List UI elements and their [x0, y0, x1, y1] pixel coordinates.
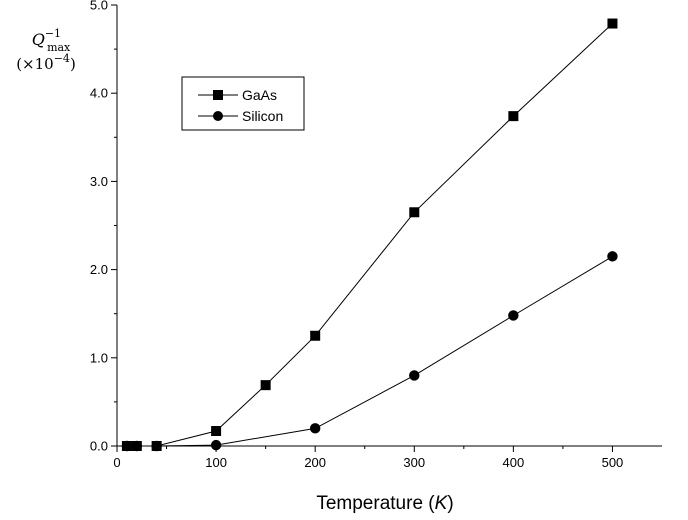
x-axis-label: Temperature (K): [316, 493, 453, 514]
legend: GaAs Silicon: [181, 76, 305, 131]
series-layer: [121, 18, 618, 452]
svg-text:(×10−4): (×10−4): [16, 52, 76, 73]
y-tick-label: 0.0: [90, 439, 108, 454]
gaas-data-point: [607, 18, 618, 29]
gaas-data-point: [409, 207, 420, 218]
silicon-data-point: [151, 440, 162, 452]
y-axis-label: Q−1 max (×10−4): [16, 27, 76, 73]
silicon-data-point: [210, 439, 222, 451]
y-tick-label: 2.0: [90, 262, 108, 277]
x-tick-label: 100: [205, 455, 227, 470]
silicon-data-point: [131, 440, 143, 452]
legend-box: [181, 76, 305, 131]
gaas-data-point: [508, 111, 519, 122]
gaas-data-point: [260, 380, 271, 391]
gaas-data-point: [211, 426, 222, 437]
legend-square-marker: [213, 90, 223, 100]
silicon-data-point: [508, 310, 519, 321]
legend-item-silicon: Silicon: [198, 108, 283, 124]
y-tick-label: 5.0: [90, 0, 108, 13]
y-tick-label: 4.0: [90, 86, 108, 101]
x-tick-label: 300: [403, 455, 425, 470]
x-ticks: 0 100 200 300 400 500: [113, 446, 623, 470]
x-tick-label: 0: [113, 455, 120, 470]
x-tick-label: 200: [304, 455, 326, 470]
axes: [116, 5, 662, 447]
y-tick-label: 1.0: [90, 350, 108, 365]
x-tick-label: 400: [503, 455, 525, 470]
silicon-data-point: [309, 423, 321, 434]
silicon-data-point: [607, 251, 618, 262]
y-ticks: 0.0 1.0 2.0 3.0 4.0 5.0: [90, 0, 117, 454]
y-tick-label: 3.0: [90, 174, 108, 189]
legend-label-gaas: GaAs: [242, 87, 277, 103]
legend-label-silicon: Silicon: [242, 108, 283, 124]
silicon-data-point: [121, 440, 133, 452]
legend-item-gaas: GaAs: [198, 87, 277, 103]
silicon-series-line: [126, 255, 613, 447]
gaas-data-point: [310, 330, 321, 341]
x-tick-label: 500: [602, 455, 624, 470]
legend-circle-marker: [213, 111, 223, 121]
silicon-data-point: [409, 370, 420, 381]
